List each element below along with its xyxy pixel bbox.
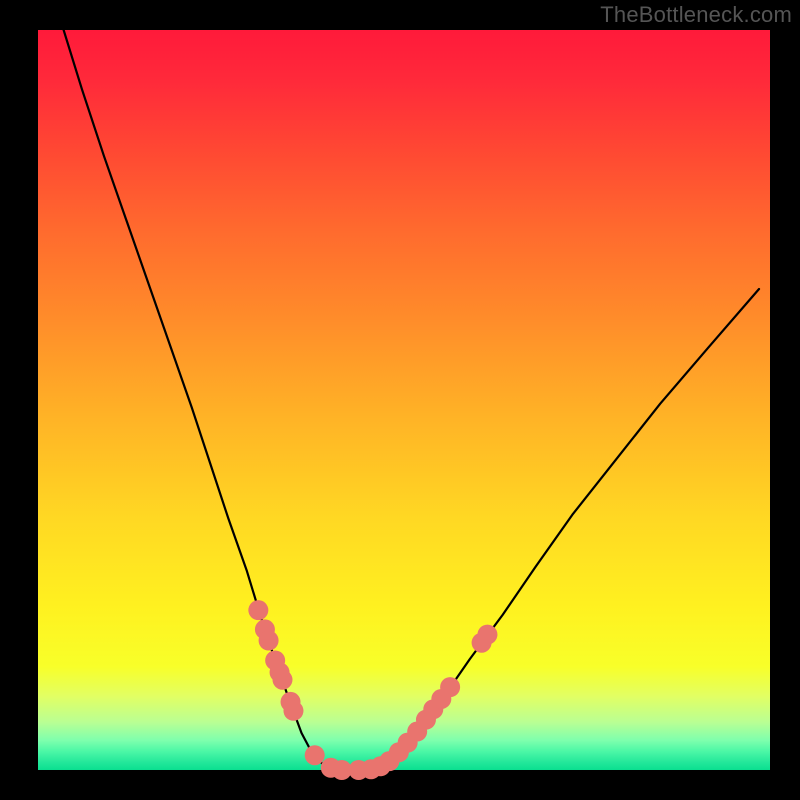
data-marker [283, 701, 303, 721]
data-marker [477, 625, 497, 645]
data-marker [259, 631, 279, 651]
watermark-label: TheBottleneck.com [600, 2, 792, 28]
data-marker [248, 600, 268, 620]
data-marker [440, 677, 460, 697]
data-marker [272, 670, 292, 690]
data-marker [305, 745, 325, 765]
chart-root: TheBottleneck.com [0, 0, 800, 800]
plot-background [38, 30, 770, 770]
bottleneck-chart-svg [0, 0, 800, 800]
